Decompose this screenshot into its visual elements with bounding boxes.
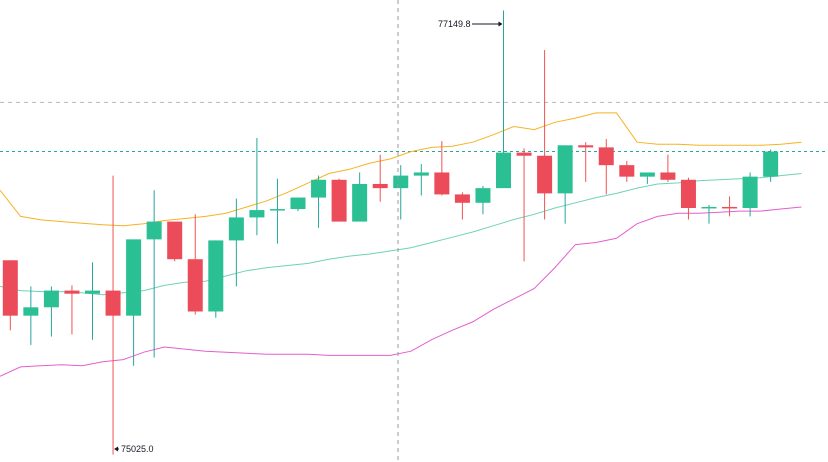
candle[interactable] — [434, 141, 450, 196]
candle[interactable] — [742, 172, 758, 217]
candle[interactable] — [2, 260, 18, 331]
candle[interactable] — [43, 286, 59, 337]
candle[interactable] — [578, 142, 594, 182]
candle-body — [578, 145, 594, 148]
candle-body — [763, 151, 779, 177]
candle[interactable] — [496, 10, 511, 189]
candle-body — [167, 221, 183, 260]
candle-body — [639, 172, 655, 177]
candle[interactable] — [619, 160, 635, 182]
candle[interactable] — [763, 149, 779, 182]
candle-body — [516, 152, 532, 156]
candle-body — [475, 188, 491, 203]
candle-body — [290, 197, 306, 210]
candle[interactable] — [660, 154, 676, 182]
candle[interactable] — [187, 214, 203, 315]
high-price-label: 77149.8 — [438, 19, 471, 29]
candle-body — [393, 175, 409, 189]
candle-body — [557, 145, 573, 194]
candle[interactable] — [722, 196, 738, 217]
candle-body — [43, 290, 59, 308]
high-arrow-head — [498, 21, 503, 27]
candle[interactable] — [701, 204, 717, 224]
candle-body — [434, 172, 450, 195]
candle[interactable] — [85, 262, 100, 340]
candle-body — [208, 240, 224, 312]
candle[interactable] — [208, 240, 224, 318]
low-arrow-head — [114, 446, 119, 452]
price-annotations: 77149.8 75025.0 — [114, 19, 503, 454]
candle[interactable] — [516, 148, 532, 262]
candle-body — [23, 307, 39, 316]
candle-body — [742, 176, 758, 209]
candle[interactable] — [23, 286, 39, 345]
candle[interactable] — [167, 221, 183, 262]
candle[interactable] — [393, 165, 409, 220]
candle-body — [372, 183, 388, 189]
candle-body — [269, 209, 285, 211]
candle[interactable] — [331, 178, 347, 222]
candle-body — [598, 147, 614, 166]
candle[interactable] — [126, 239, 142, 366]
candle[interactable] — [557, 145, 573, 224]
candle[interactable] — [146, 190, 162, 358]
candle-body — [311, 179, 327, 198]
reference-lines — [0, 101, 828, 153]
candle-body — [680, 179, 696, 209]
candle-body — [187, 259, 203, 312]
candle-body — [85, 290, 100, 294]
candle-body — [249, 210, 265, 218]
candle[interactable] — [454, 192, 470, 220]
candle-body — [146, 221, 162, 240]
candles-layer[interactable] — [2, 10, 779, 455]
candle-body — [619, 165, 635, 177]
candle[interactable] — [537, 50, 553, 220]
candle-body — [537, 155, 553, 194]
candle[interactable] — [680, 177, 696, 220]
candle-body — [701, 206, 717, 209]
candle[interactable] — [311, 175, 327, 228]
candle-body — [105, 290, 121, 316]
candle[interactable] — [352, 172, 368, 222]
candle-body — [352, 183, 368, 222]
candle[interactable] — [639, 172, 655, 184]
bb-upper-line — [0, 112, 802, 227]
candle[interactable] — [228, 198, 244, 287]
candle-body — [2, 260, 18, 316]
candle-body — [496, 152, 511, 189]
candle-body — [413, 172, 429, 176]
candle-body — [660, 172, 676, 180]
candle-body — [722, 206, 738, 209]
candle[interactable] — [64, 285, 80, 335]
candle-body — [126, 239, 142, 316]
candle-body — [454, 194, 470, 203]
candle-body — [228, 217, 244, 241]
candle[interactable] — [475, 186, 491, 215]
candle[interactable] — [372, 154, 388, 202]
candle[interactable] — [269, 178, 285, 244]
candle[interactable] — [413, 164, 429, 196]
candle[interactable] — [249, 137, 265, 236]
candle[interactable] — [105, 175, 121, 455]
low-price-label: 75025.0 — [121, 444, 154, 454]
candle[interactable] — [290, 197, 306, 212]
candle-body — [64, 290, 80, 294]
bollinger-bands — [0, 112, 802, 377]
candle-body — [331, 179, 347, 222]
candle[interactable] — [598, 139, 614, 195]
